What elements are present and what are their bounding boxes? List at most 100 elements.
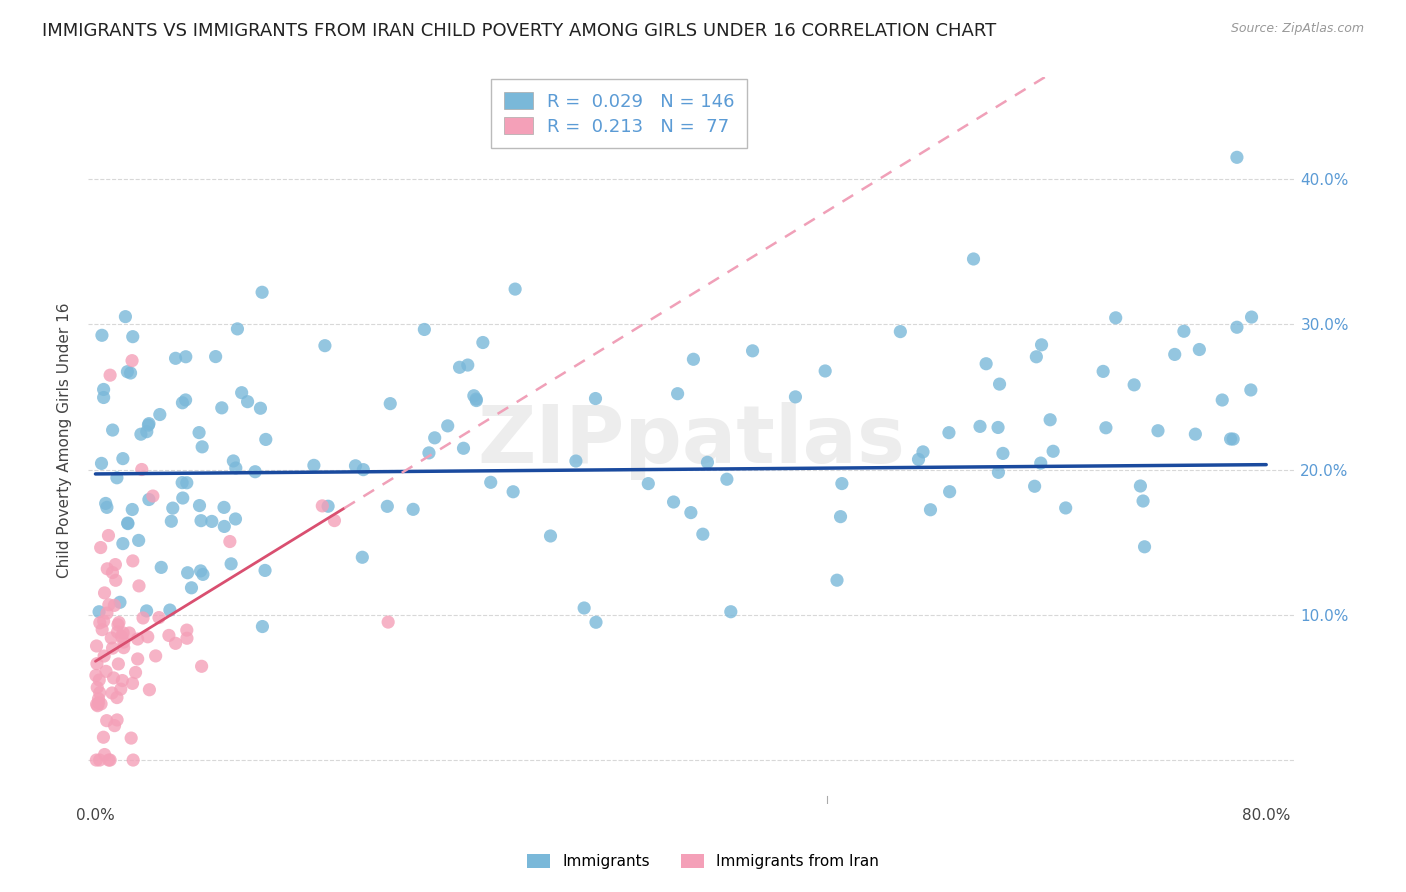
Point	[402, 502, 425, 516]
Point	[666, 386, 689, 401]
Point	[172, 396, 194, 410]
Point	[120, 731, 142, 745]
Point	[190, 514, 212, 528]
Point	[103, 671, 125, 685]
Point	[1184, 427, 1206, 442]
Point	[172, 475, 194, 490]
Point	[254, 563, 277, 577]
Point	[231, 385, 253, 400]
Point	[176, 475, 198, 490]
Point	[1031, 338, 1053, 352]
Point	[160, 514, 183, 528]
Point	[254, 433, 277, 447]
Point	[110, 682, 132, 697]
Point	[132, 611, 155, 625]
Point	[585, 392, 607, 406]
Point	[128, 533, 150, 548]
Point	[87, 691, 110, 706]
Point	[129, 427, 152, 442]
Point	[222, 454, 245, 468]
Point	[122, 753, 145, 767]
Point	[1219, 432, 1241, 446]
Point	[188, 425, 211, 440]
Point	[89, 686, 111, 700]
Point	[465, 393, 488, 408]
Point	[157, 628, 180, 642]
Point	[907, 452, 929, 467]
Point	[176, 566, 198, 580]
Point	[987, 466, 1010, 480]
Point	[86, 681, 108, 695]
Point	[682, 352, 704, 367]
Point	[696, 455, 718, 469]
Point	[93, 586, 115, 600]
Point	[413, 322, 436, 336]
Point	[224, 512, 246, 526]
Point	[121, 676, 143, 690]
Point	[243, 465, 266, 479]
Point	[145, 648, 167, 663]
Point	[889, 325, 911, 339]
Point	[375, 500, 398, 514]
Point	[111, 451, 134, 466]
Point	[98, 753, 121, 767]
Point	[93, 383, 115, 397]
Point	[252, 619, 274, 633]
Point	[150, 560, 173, 574]
Point	[1039, 413, 1062, 427]
Point	[316, 500, 339, 514]
Point	[471, 335, 494, 350]
Point	[135, 604, 157, 618]
Point	[121, 502, 143, 516]
Point	[87, 696, 110, 710]
Point	[93, 614, 115, 628]
Point	[1211, 392, 1233, 407]
Point	[135, 425, 157, 439]
Point	[191, 440, 214, 454]
Legend: Immigrants, Immigrants from Iran: Immigrants, Immigrants from Iran	[522, 848, 884, 875]
Point	[1042, 444, 1064, 458]
Point	[107, 657, 129, 671]
Point	[1025, 350, 1047, 364]
Point	[97, 598, 120, 612]
Point	[127, 652, 149, 666]
Point	[176, 632, 198, 646]
Point	[103, 599, 125, 613]
Point	[136, 630, 159, 644]
Point	[97, 753, 120, 767]
Point	[104, 574, 127, 588]
Point	[1029, 456, 1052, 470]
Point	[1240, 383, 1263, 397]
Point	[89, 673, 111, 687]
Point	[920, 502, 942, 516]
Point	[121, 554, 143, 568]
Point	[118, 626, 141, 640]
Point	[101, 686, 124, 700]
Point	[423, 431, 446, 445]
Point	[814, 364, 837, 378]
Text: ZIPpatlas: ZIPpatlas	[478, 401, 905, 480]
Point	[108, 615, 131, 630]
Point	[1226, 320, 1249, 334]
Point	[96, 562, 118, 576]
Point	[142, 489, 165, 503]
Point	[86, 698, 108, 712]
Point	[502, 484, 524, 499]
Point	[174, 392, 197, 407]
Point	[1226, 150, 1249, 164]
Point	[162, 501, 184, 516]
Point	[188, 499, 211, 513]
Point	[105, 471, 128, 485]
Point	[120, 366, 142, 380]
Point	[314, 339, 336, 353]
Point	[93, 730, 115, 744]
Point	[90, 328, 112, 343]
Point	[236, 394, 259, 409]
Point	[1188, 343, 1211, 357]
Point	[128, 579, 150, 593]
Point	[101, 566, 124, 580]
Point	[479, 475, 502, 490]
Point	[226, 322, 249, 336]
Point	[86, 657, 108, 671]
Point	[323, 514, 346, 528]
